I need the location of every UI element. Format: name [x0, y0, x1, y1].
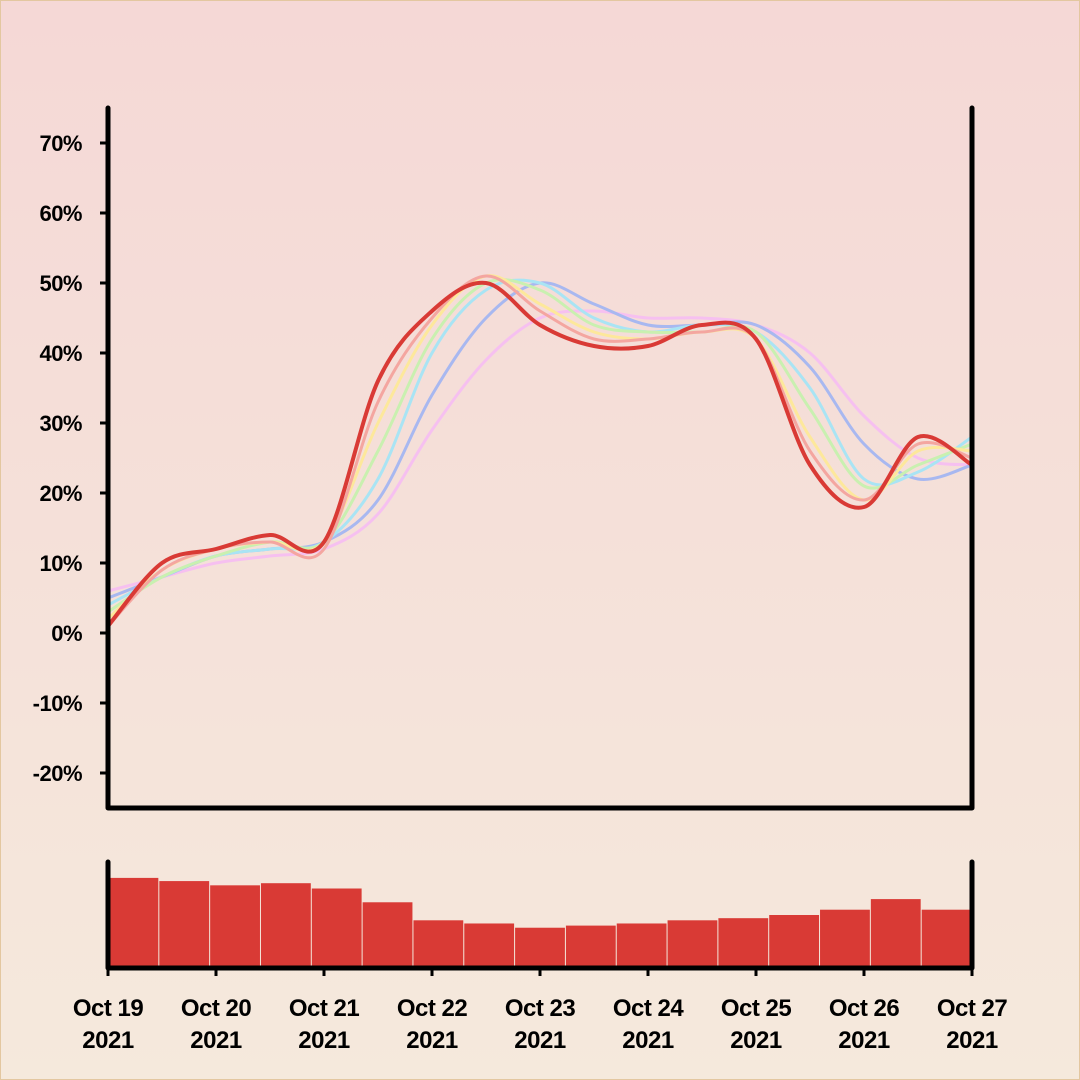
volume-bar	[820, 909, 870, 968]
x-tick-label: Oct 19 2021	[73, 995, 144, 1054]
x-tick-date: Oct 23	[505, 995, 576, 1022]
x-tick-year: 2021	[838, 1027, 890, 1054]
volume-bar	[210, 885, 260, 968]
volume-bars-group	[108, 877, 972, 968]
x-tick-label: Oct 24 2021	[613, 995, 685, 1054]
x-tick-date: Oct 27	[937, 995, 1008, 1022]
x-tick-year: 2021	[514, 1027, 566, 1054]
x-axis-ticks: Oct 19 2021 Oct 20 2021 Oct 21 2021 Oct 22 2021…	[73, 968, 1008, 1054]
x-tick-label: Oct 22 2021	[397, 995, 468, 1054]
x-tick-date: Oct 26	[829, 995, 900, 1022]
volume-bar	[769, 915, 820, 968]
y-tick-label: 0%	[51, 621, 82, 646]
x-tick-date: Oct 20	[181, 995, 252, 1022]
x-tick-label: Oct 23 2021	[505, 995, 576, 1054]
volume-bar	[159, 881, 210, 968]
volume-bar	[616, 923, 667, 968]
y-tick-label: 30%	[39, 411, 82, 436]
x-tick-year: 2021	[298, 1027, 350, 1054]
volume-bar	[565, 925, 616, 968]
x-tick-year: 2021	[622, 1027, 674, 1054]
x-tick-date: Oct 25	[721, 995, 792, 1022]
volume-bar	[515, 927, 565, 968]
x-tick-label: Oct 27 2021	[937, 995, 1008, 1054]
volume-bar	[870, 899, 921, 968]
y-tick-label: 10%	[39, 551, 82, 576]
price-series-group	[106, 274, 974, 628]
x-tick-label: Oct 20 2021	[181, 995, 252, 1054]
x-tick-year: 2021	[406, 1027, 458, 1054]
volume-bar	[362, 902, 413, 968]
y-tick-label: -20%	[33, 761, 82, 786]
series-line-0	[106, 280, 974, 628]
volume-bar	[464, 923, 515, 968]
y-tick-label: -10%	[33, 691, 82, 716]
y-axis-ticks: -20% -10% 0% 10% 20% 30% 40% 50% 60% 70%	[33, 131, 108, 786]
y-tick-label: 60%	[39, 201, 82, 226]
volume-bar	[667, 920, 718, 968]
x-tick-year: 2021	[946, 1027, 998, 1054]
x-tick-date: Oct 19	[73, 995, 144, 1022]
volume-bar	[718, 918, 769, 968]
volume-panel-axes	[105, 859, 975, 971]
x-tick-date: Oct 24	[613, 995, 685, 1022]
y-tick-label: 20%	[39, 481, 82, 506]
x-tick-label: Oct 26 2021	[829, 995, 900, 1054]
x-tick-year: 2021	[82, 1027, 134, 1054]
x-tick-label: Oct 21 2021	[289, 995, 360, 1054]
volume-bar	[311, 888, 362, 968]
volume-bar	[413, 920, 464, 968]
volume-bar	[260, 883, 311, 968]
series-line-4	[106, 278, 974, 607]
x-tick-date: Oct 21	[289, 995, 360, 1022]
volume-bar	[921, 909, 972, 968]
x-tick-year: 2021	[190, 1027, 242, 1054]
y-tick-label: 50%	[39, 271, 82, 296]
volume-bar	[108, 877, 159, 968]
y-tick-label: 70%	[39, 131, 82, 156]
price-panel-axes	[105, 105, 975, 811]
x-tick-year: 2021	[730, 1027, 782, 1054]
y-tick-label: 40%	[39, 341, 82, 366]
x-tick-label: Oct 25 2021	[721, 995, 792, 1054]
x-tick-date: Oct 22	[397, 995, 468, 1022]
axes-frame	[105, 105, 975, 971]
